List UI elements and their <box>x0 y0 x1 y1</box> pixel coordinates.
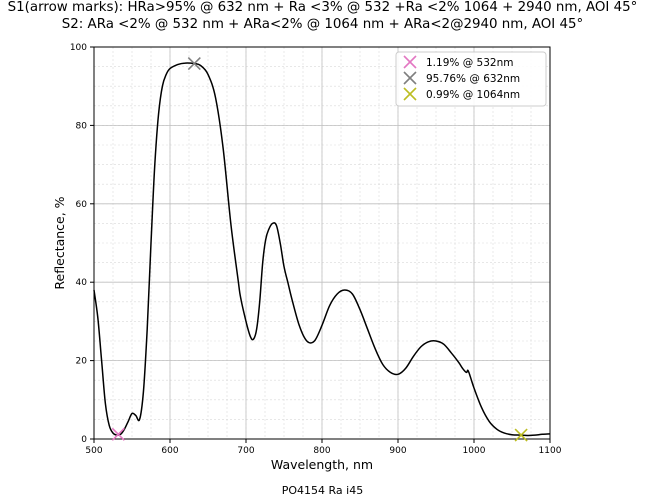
legend: 1.19% @ 532nm 95.76% @ 632nm 0.99% @ 1064n… <box>395 51 547 107</box>
y-tick-label: 20 <box>76 357 88 367</box>
legend-marker <box>403 55 417 69</box>
x-mark-stroke <box>403 71 417 85</box>
y-axis-label: Reflectance, % <box>52 196 67 289</box>
x-tick-label: 600 <box>161 446 178 456</box>
figure-caption: PO4154 Ra i45 <box>281 484 364 497</box>
x-tick-label: 1000 <box>463 446 486 456</box>
axes: 500 600 700 800 900 1000 1100 0 20 40 60 80 100 <box>70 43 562 456</box>
reflectance-line <box>93 62 551 437</box>
data-marker <box>187 57 201 71</box>
x-mark-stroke <box>403 87 417 101</box>
legend-label: 1.19% @ 532nm <box>426 57 513 69</box>
y-tick-label: 40 <box>76 278 88 288</box>
x-mark-stroke <box>403 55 417 69</box>
x-tick-label: 500 <box>85 446 102 456</box>
x-tick-label: 1100 <box>539 446 562 456</box>
legend-box <box>395 51 547 107</box>
x-axis-label: Wavelength, nm <box>271 457 373 472</box>
series-layer <box>93 62 551 437</box>
x-tick-label: 700 <box>237 446 254 456</box>
x-tick-label: 900 <box>389 446 406 456</box>
chart-title-line-1: S1(arrow marks): HRa>95% @ 632 nm + Ra <… <box>7 0 638 15</box>
data-marker <box>514 428 528 442</box>
y-tick-label: 0 <box>81 435 87 445</box>
x-mark-stroke <box>514 428 528 442</box>
legend-label: 0.99% @ 1064nm <box>426 89 520 101</box>
x-mark-stroke <box>187 57 201 71</box>
legend-marker <box>403 87 417 101</box>
legend-label: 95.76% @ 632nm <box>426 73 520 85</box>
legend-marker <box>403 71 417 85</box>
y-tick-label: 80 <box>76 121 88 131</box>
y-tick-label: 100 <box>70 43 87 53</box>
x-tick-label: 800 <box>313 446 330 456</box>
y-tick-label: 60 <box>76 200 88 210</box>
chart-title-line-2: S2: ARa <2% @ 532 nm + ARa<2% @ 1064 nm … <box>61 17 584 32</box>
markers-layer <box>111 57 528 442</box>
data-marker <box>111 427 125 441</box>
x-mark-stroke <box>111 427 125 441</box>
